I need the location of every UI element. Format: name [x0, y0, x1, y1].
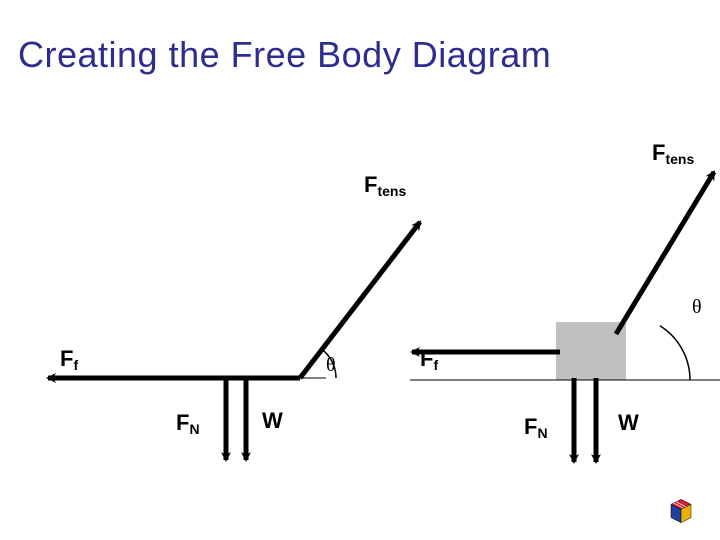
left-label-FN-main: F — [176, 410, 189, 435]
slide: Creating the Free Body Diagram θFtensFfF… — [0, 0, 720, 540]
left-label-FN-sub: N — [189, 421, 199, 437]
diagram-svg — [0, 0, 720, 540]
right-label-Ftens: Ftens — [652, 140, 694, 167]
left-label-FN: FN — [176, 410, 200, 437]
left-label-Ftens: Ftens — [364, 172, 406, 199]
right-label-FN-main: F — [524, 414, 537, 439]
left-label-Ftens-sub: tens — [377, 183, 406, 199]
right-label-FN: FN — [524, 414, 548, 441]
cube-logo — [664, 496, 698, 526]
right-theta-label: θ — [692, 296, 702, 319]
left-label-W: W — [262, 408, 283, 434]
right-angle-arc — [660, 326, 690, 380]
left-label-W-main: W — [262, 408, 283, 433]
left-label-Ff: Ff — [60, 346, 78, 373]
right-label-W: W — [618, 410, 639, 436]
left-theta-label: θ — [326, 354, 336, 377]
right-label-FN-sub: N — [537, 425, 547, 441]
left-arrow-tension — [300, 222, 420, 378]
right-label-Ftens-main: F — [652, 140, 665, 165]
right-label-Ff: Ff — [420, 346, 438, 373]
right-label-Ff-sub: f — [433, 357, 438, 373]
right-label-W-main: W — [618, 410, 639, 435]
left-label-Ff-sub: f — [73, 357, 78, 373]
right-label-Ff-main: F — [420, 346, 433, 371]
right-label-Ftens-sub: tens — [665, 151, 694, 167]
left-label-Ff-main: F — [60, 346, 73, 371]
left-label-Ftens-main: F — [364, 172, 377, 197]
